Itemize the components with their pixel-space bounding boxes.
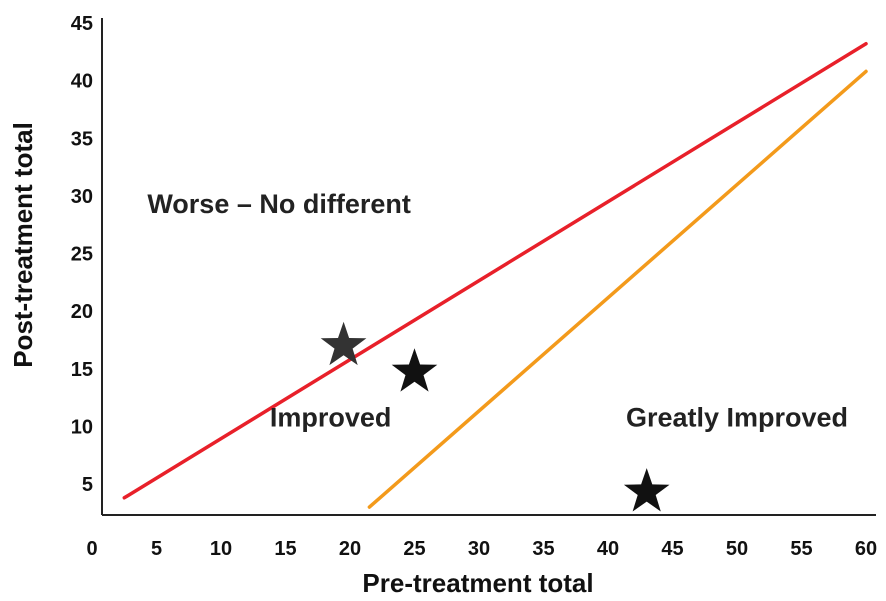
star-marker-3 (623, 468, 670, 512)
x-tick-label: 50 (726, 538, 748, 560)
y-tick-label: 40 (71, 71, 93, 93)
y-tick-label: 25 (71, 244, 93, 266)
x-tick-label: 10 (210, 538, 232, 560)
series-layer (122, 41, 868, 509)
x-tick-label: 40 (597, 538, 619, 560)
series-line-1 (122, 41, 868, 500)
region-label-1: Worse – No different (147, 189, 411, 219)
x-tick-label: 60 (855, 538, 877, 560)
x-tick-label: 45 (661, 538, 683, 560)
x-tick-label: 35 (532, 538, 554, 560)
marker-layer (320, 321, 670, 512)
x-tick-label: 5 (151, 538, 162, 560)
series-line-2 (367, 69, 868, 509)
x-tick-label: 30 (468, 538, 490, 560)
star-marker-2 (391, 348, 438, 392)
x-tick-label: 0 (86, 538, 97, 560)
region-label-3: Greatly Improved (626, 402, 848, 432)
y-tick-label: 10 (71, 416, 93, 438)
x-tick-labels: 0 5 10 15 20 25 30 35 40 45 50 55 60 (86, 538, 877, 560)
x-axis-title: Pre-treatment total (362, 568, 593, 598)
y-tick-label: 5 (82, 474, 93, 496)
y-tick-label: 45 (71, 13, 93, 35)
y-tick-label: 35 (71, 128, 93, 150)
x-tick-label: 20 (339, 538, 361, 560)
star-marker-1 (320, 321, 367, 366)
x-tick-label: 25 (403, 538, 425, 560)
y-tick-label: 15 (71, 359, 93, 381)
y-axis-title: Post-treatment total (8, 122, 38, 368)
annotation-layer: Worse – No different Improved Greatly Impr… (147, 189, 848, 432)
y-tick-labels: 5 10 15 20 25 30 35 40 45 (71, 13, 93, 496)
x-tick-label: 15 (274, 538, 296, 560)
y-tick-label: 20 (71, 301, 93, 323)
x-tick-label: 55 (790, 538, 812, 560)
y-tick-label: 30 (71, 186, 93, 208)
region-label-2: Improved (270, 402, 392, 432)
